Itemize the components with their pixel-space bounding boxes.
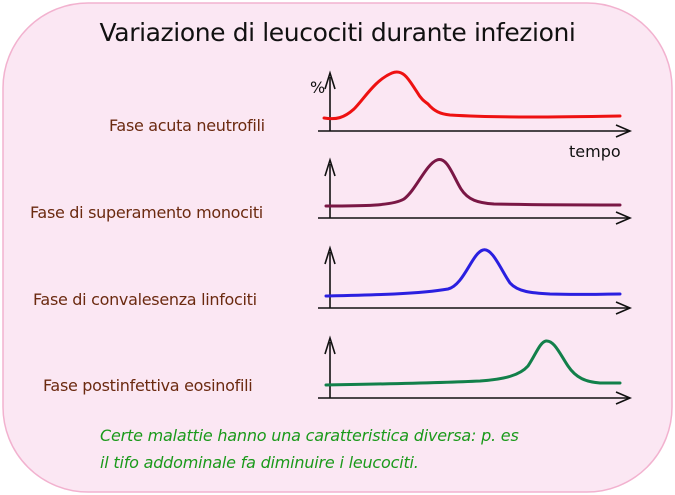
note-line-1: Certe malattie hanno una caratteristica … bbox=[100, 426, 519, 445]
diagram-title: Variazione di leucociti durante infezion… bbox=[99, 18, 576, 47]
x-arrowhead-monociti bbox=[615, 211, 633, 225]
x-arrowhead-neutrofili bbox=[615, 124, 633, 138]
curve-linfociti bbox=[324, 248, 622, 298]
curve-neutrofili bbox=[322, 70, 622, 121]
x-arrowhead-eosinofili bbox=[615, 391, 633, 405]
x-arrowhead-linfociti bbox=[615, 301, 633, 315]
curves-group bbox=[322, 70, 622, 387]
curve-eosinofili bbox=[324, 339, 622, 387]
x-axis-label: tempo bbox=[569, 142, 621, 161]
series-label-linfociti: Fase di convalesenza linfociti bbox=[33, 290, 257, 309]
series-label-monociti: Fase di superamento monociti bbox=[30, 203, 263, 222]
y-arrowhead-neutrofili bbox=[324, 70, 336, 90]
axes-group bbox=[318, 70, 633, 405]
note-line-2: il tifo addominale fa diminuire i leucoc… bbox=[100, 453, 419, 472]
series-label-eosinofili: Fase postinfettiva eosinofili bbox=[43, 376, 253, 395]
y-arrowhead-monociti bbox=[324, 157, 336, 177]
curve-monociti bbox=[324, 158, 622, 208]
y-arrowhead-eosinofili bbox=[324, 335, 336, 355]
series-label-neutrofili: Fase acuta neutrofili bbox=[109, 116, 265, 135]
y-arrowhead-linfociti bbox=[324, 245, 336, 265]
y-axis-label: % bbox=[310, 78, 326, 97]
